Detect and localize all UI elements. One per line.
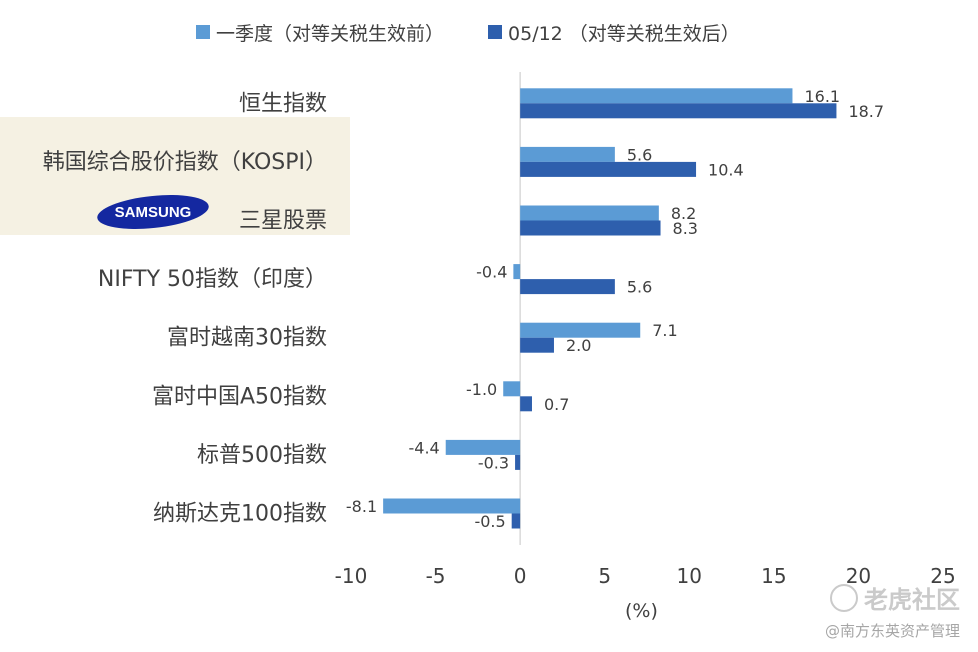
category-label: 韩国综合股价指数（KOSPI） [43,150,327,175]
bar-series1 [383,498,521,514]
bar-series2 [520,396,532,412]
data-label-series2: 0.7 [544,395,569,414]
bar-series1 [503,381,521,397]
bar-series2 [520,161,697,177]
legend-swatch-series1 [196,25,210,39]
x-axis-label: (%) [625,600,658,622]
bar-series2 [511,513,521,529]
category-label: 富时越南30指数 [167,326,327,351]
data-label-series2: 5.6 [627,278,652,297]
bar-series1 [445,439,521,455]
x-tick-label: 15 [761,564,786,588]
data-label-series2: 8.3 [673,219,698,238]
x-tick-label: 20 [846,564,871,588]
bar-series1 [520,322,641,338]
x-tick-label: -5 [426,564,446,588]
svg-text:SAMSUNG: SAMSUNG [115,204,192,221]
data-label-series2: 2.0 [566,336,591,355]
data-label-series1: -0.4 [476,263,507,282]
category-label: NIFTY 50指数（印度） [98,267,327,292]
category-label: 恒生指数 [239,91,327,116]
data-label-series1: -4.4 [409,438,440,457]
bar-series2 [520,279,615,295]
samsung-logo: SAMSUNG [97,195,209,229]
legend-swatch-series2 [488,25,503,39]
watermark-credit: @南方东英资产管理 [824,622,960,640]
bar-series1 [520,88,793,104]
data-label-series2: -0.3 [478,453,509,472]
x-tick-label: 10 [677,564,702,588]
legend-label-series1: 一季度（对等关税生效前） [216,22,445,45]
legend: 一季度（对等关税生效前） 05/12 （对等关税生效后） [196,18,740,46]
watermark-brand: 老虎社区 [864,586,960,614]
legend-item-series2: 05/12 （对等关税生效后） [488,19,740,46]
bar-series2 [520,337,554,353]
bar-series2 [515,454,521,470]
data-label-series1: -1.0 [466,380,497,399]
watermark: 老虎社区 [830,580,960,615]
data-label-series1: 16.1 [804,87,840,106]
bar-series1 [520,205,659,221]
x-tick-label: 25 [930,564,955,588]
x-tick-label: 5 [598,564,611,588]
tiger-logo-icon [830,583,858,612]
bar-series2 [520,220,661,236]
data-label-series2: 10.4 [708,160,744,179]
category-label: 纳斯达克100指数 [153,502,327,527]
legend-item-series1: 一季度（对等关税生效前） [196,19,444,46]
category-label: 富时中国A50指数 [152,384,327,409]
data-label-series1: 7.1 [652,321,677,340]
x-tick-label: -10 [335,564,368,588]
data-label-series1: 8.2 [671,204,696,223]
data-label-series1: 5.6 [627,145,652,164]
bar-series1 [520,146,615,162]
data-label-series1: -8.1 [346,497,377,516]
bar-series2 [520,103,837,119]
category-label: 标普500指数 [197,443,327,468]
data-label-series2: -0.5 [474,512,505,531]
legend-label-series2: 05/12 （对等关税生效后） [508,22,740,45]
x-tick-label: 0 [514,564,527,588]
category-label: 三星股票 [239,209,327,234]
bar-series1 [513,264,521,280]
data-label-series2: 18.7 [848,102,884,121]
